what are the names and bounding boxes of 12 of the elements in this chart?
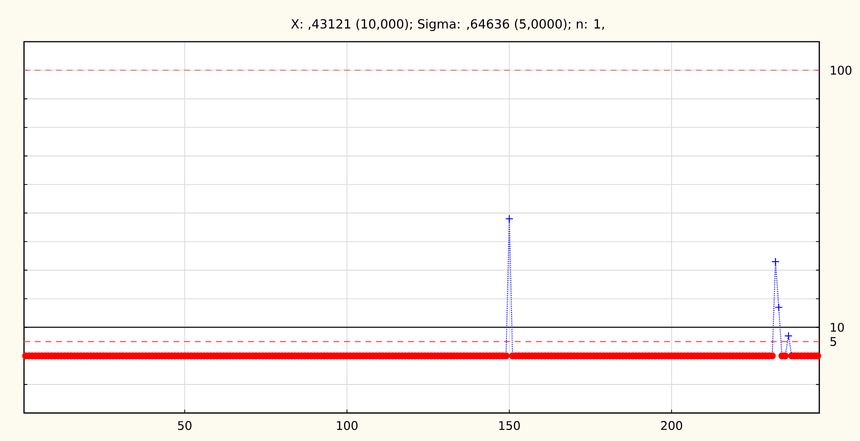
ref-line-label: 10 (830, 322, 844, 332)
ref-line-label: 5 (830, 337, 836, 346)
x-tick-label: 100 (336, 421, 358, 430)
point (774, 303, 783, 312)
ref-line-label: 100 (830, 66, 852, 75)
point (784, 332, 793, 340)
x-tick-label: 200 (661, 421, 682, 430)
point (771, 258, 780, 266)
point (505, 214, 514, 223)
x-tick-label: 50 (178, 421, 192, 430)
chart-title: X: ,43121 (10,000); Sigma: ,64636 (5,0000); n: 1, (291, 18, 604, 32)
x-tick-label: 150 (499, 421, 520, 430)
